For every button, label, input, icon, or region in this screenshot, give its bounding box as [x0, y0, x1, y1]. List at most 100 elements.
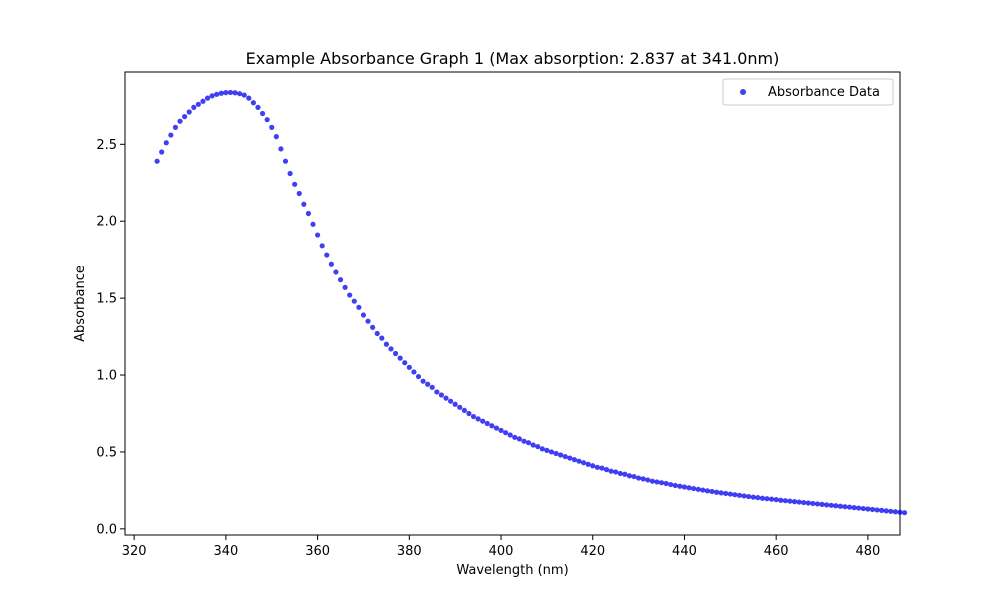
data-point	[654, 479, 660, 485]
data-point	[539, 446, 545, 452]
data-point	[865, 506, 871, 512]
data-point	[759, 495, 766, 501]
data-point	[709, 488, 715, 495]
data-point	[567, 455, 573, 461]
data-point	[764, 496, 770, 502]
data-point	[851, 505, 857, 511]
data-point	[310, 221, 316, 227]
data-point	[214, 91, 220, 97]
data-point	[227, 89, 234, 96]
data-point	[182, 114, 188, 120]
data-point	[447, 398, 454, 404]
data-point	[828, 502, 834, 508]
data-point	[319, 243, 325, 249]
x-tick-label: 460	[764, 544, 789, 559]
data-point	[273, 134, 279, 140]
data-point	[498, 427, 504, 434]
data-point	[571, 457, 578, 463]
data-point	[750, 494, 756, 500]
data-point	[356, 304, 362, 310]
data-point	[663, 480, 669, 487]
data-point	[668, 481, 674, 488]
data-point	[287, 170, 293, 177]
data-point	[383, 341, 389, 347]
data-point	[846, 504, 853, 510]
scatter-points	[154, 89, 908, 516]
data-point	[608, 468, 614, 474]
data-point	[810, 500, 816, 507]
y-tick-label: 0.5	[96, 445, 117, 460]
y-axis-title: Absorbance	[73, 265, 88, 342]
data-point	[713, 489, 720, 495]
legend-box	[722, 78, 894, 106]
data-point	[746, 493, 752, 500]
data-point	[768, 496, 775, 502]
data-point	[521, 438, 527, 444]
data-point	[434, 389, 440, 395]
data-point	[507, 432, 513, 438]
data-point	[553, 450, 559, 457]
data-point	[594, 464, 600, 470]
legend: Absorbance Data	[722, 78, 894, 106]
data-point	[516, 436, 522, 442]
y-tick-label: 2.5	[96, 138, 117, 153]
data-point	[328, 261, 334, 267]
data-point	[200, 98, 206, 104]
data-point	[392, 350, 399, 357]
data-point	[406, 364, 412, 370]
data-point	[324, 252, 330, 258]
data-point	[599, 465, 605, 471]
x-tick-label: 380	[397, 544, 422, 559]
data-point	[365, 318, 371, 324]
data-point	[315, 232, 321, 238]
data-point	[172, 124, 179, 130]
data-point	[470, 413, 477, 420]
data-point	[645, 477, 651, 483]
data-point	[585, 461, 591, 467]
data-point	[617, 470, 623, 477]
x-tick-label: 440	[672, 544, 697, 559]
y-tick-label: 2.0	[96, 215, 117, 230]
data-point	[544, 447, 550, 453]
data-point	[282, 158, 289, 164]
data-point	[168, 132, 174, 138]
data-point	[466, 410, 472, 417]
data-point	[686, 485, 692, 491]
data-point	[420, 378, 426, 384]
data-point	[691, 485, 697, 492]
data-point	[425, 381, 431, 387]
data-point	[255, 104, 261, 110]
data-point	[791, 499, 798, 505]
data-point	[154, 158, 160, 164]
data-point	[773, 497, 779, 503]
data-point	[700, 487, 706, 493]
data-point	[622, 471, 628, 477]
data-point	[681, 484, 688, 490]
data-point	[259, 110, 266, 117]
data-point	[342, 284, 348, 290]
data-point	[796, 499, 802, 505]
chart-title: Example Absorbance Graph 1 (Max absorpti…	[246, 49, 780, 68]
data-point	[535, 443, 541, 450]
data-point	[631, 473, 637, 480]
data-point	[856, 505, 862, 511]
data-point	[204, 95, 211, 101]
data-point	[626, 473, 633, 479]
data-point	[897, 509, 903, 515]
data-point	[347, 292, 353, 298]
data-point	[755, 495, 761, 501]
data-point	[159, 149, 165, 155]
data-point	[480, 418, 486, 424]
y-tick-label: 1.5	[96, 292, 117, 307]
data-point	[718, 490, 724, 496]
data-point	[695, 486, 701, 492]
data-point	[548, 449, 555, 455]
data-point	[590, 463, 596, 469]
x-tick-label: 480	[855, 544, 880, 559]
data-point	[819, 501, 825, 507]
data-point	[370, 324, 376, 330]
data-point	[218, 90, 224, 96]
data-point	[901, 510, 908, 516]
data-point	[177, 118, 183, 124]
